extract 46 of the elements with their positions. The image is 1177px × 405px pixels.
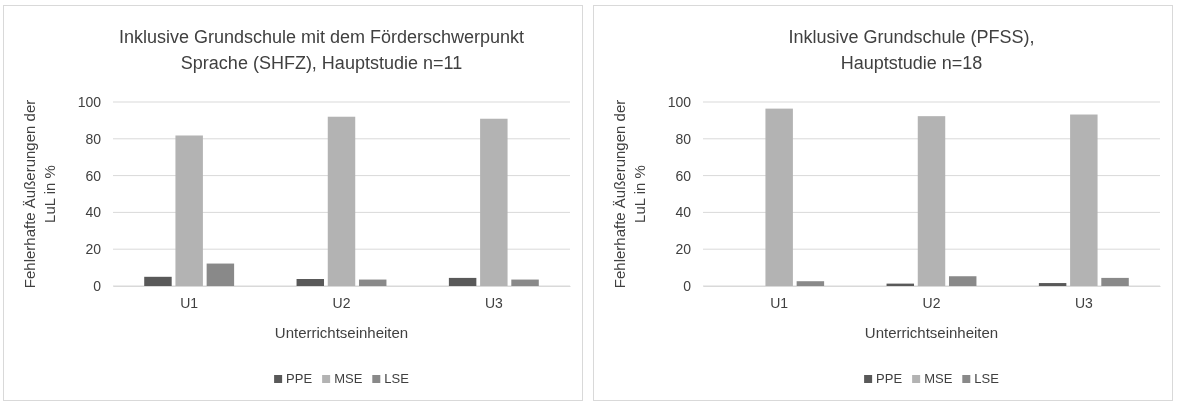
legend-label: MSE [334, 371, 363, 386]
bar [796, 281, 825, 286]
bar [448, 277, 477, 286]
x-axis-title: Unterrichtseinheiten [274, 324, 409, 341]
y-tick-label: 40 [85, 204, 102, 221]
y-tick-label: 20 [675, 241, 692, 258]
legend-label: LSE [974, 371, 1000, 386]
chart-title: Inklusive Grundschule mit dem Förderschwerpunkt Sprache (SHFZ), Hauptstudie n=11 [118, 27, 525, 73]
bar [358, 279, 387, 286]
bar [765, 108, 793, 286]
y-tick-label: 100 [667, 93, 692, 110]
y-tick-label: 0 [683, 277, 692, 294]
x-tick-label: U1 [180, 294, 199, 311]
x-tick-label: U1 [770, 294, 789, 311]
legend-label: LSE [384, 371, 410, 386]
x-tick-label: U3 [1074, 294, 1093, 311]
chart-title: Inklusive Grundschule (PFSS), Hauptstudie n=18 [788, 27, 1035, 73]
y-axis-title: Fehlerhafte Äußerungen der LuL in % [21, 99, 58, 289]
bar [1101, 277, 1129, 286]
bar [480, 118, 508, 286]
bar [206, 263, 235, 286]
bar [1070, 114, 1098, 286]
bar [327, 116, 356, 286]
bar [175, 135, 203, 286]
bar [511, 279, 539, 286]
legend-label: MSE [924, 371, 953, 386]
legend-label: PPE [286, 371, 313, 386]
y-tick-label: 60 [85, 167, 102, 184]
y-tick-label: 80 [85, 130, 102, 147]
y-tick-label: 80 [675, 130, 692, 147]
y-tick-label: 60 [675, 167, 692, 184]
y-tick-label: 40 [675, 204, 692, 221]
bar [296, 279, 325, 286]
bar [1038, 283, 1067, 286]
bar [948, 276, 977, 286]
y-tick-label: 100 [77, 93, 102, 110]
x-tick-label: U2 [332, 294, 351, 311]
bar [144, 276, 172, 286]
x-tick-label: U2 [922, 294, 941, 311]
bar [917, 116, 946, 286]
y-tick-label: 20 [85, 241, 102, 258]
y-axis-title: Fehlerhafte Äußerungen der LuL in % [611, 99, 648, 289]
x-axis-title: Unterrichtseinheiten [864, 324, 999, 341]
x-tick-label: U3 [484, 294, 503, 311]
y-tick-label: 0 [93, 277, 102, 294]
legend-label: PPE [876, 371, 903, 386]
